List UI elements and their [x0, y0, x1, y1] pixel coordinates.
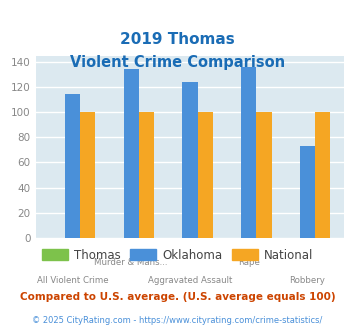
Text: Murder & Mans...: Murder & Mans... — [94, 258, 168, 267]
Text: Compared to U.S. average. (U.S. average equals 100): Compared to U.S. average. (U.S. average … — [20, 292, 335, 302]
Text: Violent Crime Comparison: Violent Crime Comparison — [70, 55, 285, 70]
Text: Rape: Rape — [238, 258, 260, 267]
Bar — [65, 94, 80, 238]
Text: Robbery: Robbery — [289, 277, 325, 285]
Legend: Thomas, Oklahoma, National: Thomas, Oklahoma, National — [37, 244, 318, 266]
Bar — [139, 113, 154, 238]
Text: All Violent Crime: All Violent Crime — [37, 277, 108, 285]
Bar — [241, 67, 256, 238]
Bar — [300, 146, 315, 238]
Bar — [315, 113, 330, 238]
Bar — [80, 113, 95, 238]
Text: 2019 Thomas: 2019 Thomas — [120, 32, 235, 47]
Text: Aggravated Assault: Aggravated Assault — [148, 277, 232, 285]
Bar — [198, 113, 213, 238]
Bar — [256, 113, 272, 238]
Text: © 2025 CityRating.com - https://www.cityrating.com/crime-statistics/: © 2025 CityRating.com - https://www.city… — [32, 316, 323, 325]
Bar — [182, 82, 198, 238]
Bar — [124, 69, 139, 238]
